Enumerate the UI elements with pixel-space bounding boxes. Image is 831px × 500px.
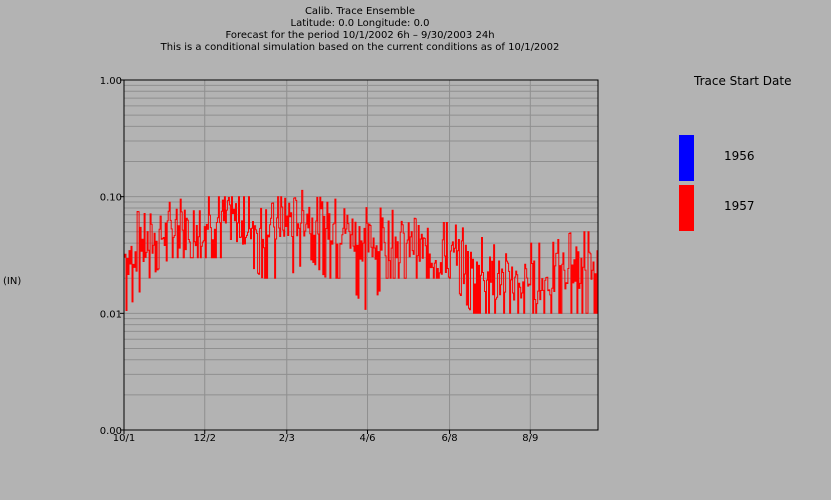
x-tick-label: 10/1 <box>113 433 135 444</box>
plot-frame <box>123 79 599 431</box>
chart-title-line-4: This is a conditional simulation based o… <box>160 42 560 53</box>
y-tick-label: 0.01 <box>100 309 122 320</box>
x-tick-label: 2/3 <box>279 433 295 444</box>
y-tick-label: 0.10 <box>100 193 122 204</box>
chart-title-line-2: Latitude: 0.0 Longitude: 0.0 <box>290 18 430 29</box>
chart-title-line-3: Forecast for the period 10/1/2002 6h – 9… <box>225 30 495 41</box>
chart-title-block: Calib. Trace Ensemble Latitude: 0.0 Long… <box>100 6 620 54</box>
y-tick-label: 1.00 <box>100 76 122 87</box>
legend-swatch-1956 <box>679 135 694 181</box>
legend-swatch-1957 <box>679 185 694 231</box>
y-tick-label: 0.00 <box>100 426 122 437</box>
legend-label-1956: 1956 <box>724 149 755 163</box>
y-axis-label: (IN) <box>3 276 22 287</box>
x-tick-label: 6/8 <box>442 433 458 444</box>
chart-title-line-1: Calib. Trace Ensemble <box>304 6 416 17</box>
series-1957-line <box>124 189 598 314</box>
x-tick-label: 8/9 <box>522 433 538 444</box>
x-tick-label: 12/2 <box>194 433 216 444</box>
series-traces <box>124 189 598 314</box>
x-tick-label: 4/6 <box>359 433 375 444</box>
legend-title: Trace Start Date <box>694 74 792 88</box>
legend-label-1957: 1957 <box>724 199 755 213</box>
